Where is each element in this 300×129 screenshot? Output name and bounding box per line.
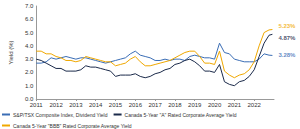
svg-text:5.0: 5.0 [25, 30, 34, 36]
svg-text:Canada 5-Year "A" Rated Corpor: Canada 5-Year "A" Rated Corporate Averag… [125, 112, 237, 118]
svg-text:3.28%: 3.28% [278, 52, 296, 58]
svg-text:2012: 2012 [49, 102, 63, 108]
svg-text:2018: 2018 [168, 102, 182, 108]
svg-text:7.0: 7.0 [25, 3, 34, 9]
svg-text:2017: 2017 [148, 102, 162, 108]
svg-text:2022: 2022 [248, 102, 262, 108]
svg-text:3.0: 3.0 [25, 56, 34, 62]
svg-text:0.0: 0.0 [24, 96, 34, 102]
svg-text:1.0: 1.0 [25, 83, 34, 89]
svg-text:5.23%: 5.23% [278, 23, 296, 29]
svg-text:6.0: 6.0 [25, 16, 34, 22]
svg-text:2019: 2019 [188, 102, 202, 108]
svg-text:Canada 5-Year "BBB" Rated Corp: Canada 5-Year "BBB" Rated Corporate Aver… [13, 123, 132, 129]
svg-text:2016: 2016 [129, 102, 143, 108]
svg-text:2011: 2011 [30, 102, 44, 108]
svg-text:2.0: 2.0 [25, 69, 34, 75]
svg-text:2013: 2013 [69, 102, 83, 108]
svg-text:2014: 2014 [89, 102, 103, 108]
svg-text:4.87%: 4.87% [278, 35, 296, 41]
svg-text:S&P/TSX Composite Index, Divid: S&P/TSX Composite Index, Dividend Yield [13, 112, 108, 118]
svg-text:2020: 2020 [208, 102, 222, 108]
svg-text:Yield (%): Yield (%) [8, 40, 14, 64]
svg-text:4.0: 4.0 [25, 43, 34, 49]
svg-text:2021: 2021 [228, 102, 242, 108]
svg-text:2015: 2015 [109, 102, 123, 108]
